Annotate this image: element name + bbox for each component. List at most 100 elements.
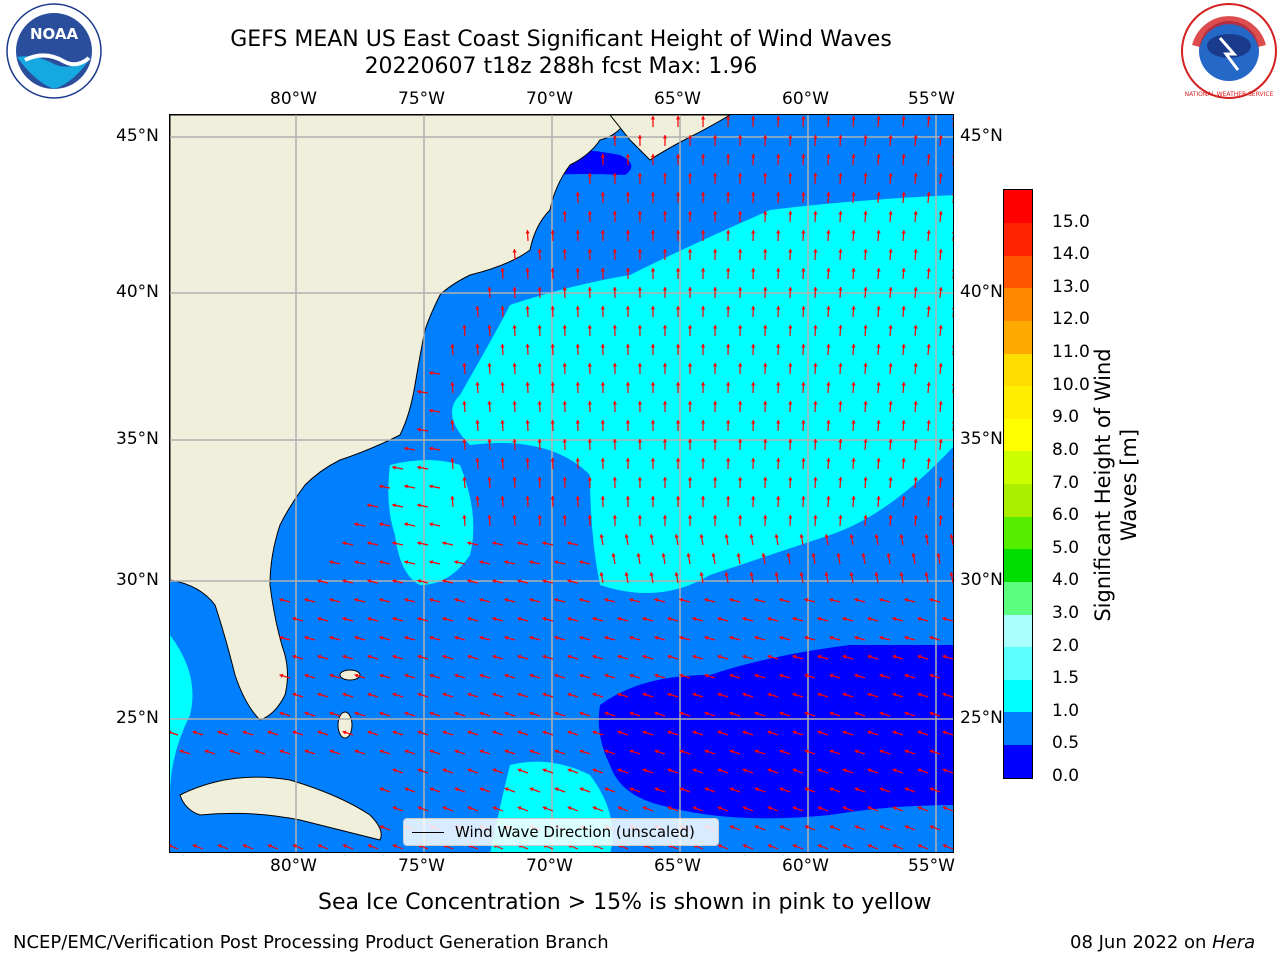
wave-direction-arrowhead xyxy=(529,635,534,640)
wave-direction-arrowhead xyxy=(667,768,672,773)
wave-direction-arrowhead xyxy=(367,844,372,849)
colorbar-segment xyxy=(1004,418,1032,452)
wave-direction-arrowhead xyxy=(429,446,433,451)
wave-direction-arrowhead xyxy=(926,230,931,234)
wave-direction-arrowhead xyxy=(342,541,347,546)
wave-direction-arrowhead xyxy=(901,230,906,234)
wave-direction-arrowhead xyxy=(829,673,834,678)
wave-direction-arrowhead xyxy=(788,173,793,177)
wave-direction-arrowhead xyxy=(479,749,484,754)
wave-direction-arrowhead xyxy=(779,598,784,603)
wave-direction-arrowhead xyxy=(700,116,706,120)
wave-direction-arrowhead xyxy=(404,673,409,678)
wave-direction-arrowhead xyxy=(475,382,480,386)
wave-direction-arrowhead xyxy=(575,458,580,462)
wave-direction-arrowhead xyxy=(938,211,943,215)
wave-direction-arrowhead xyxy=(667,654,672,659)
wave-direction-arrowhead xyxy=(712,135,718,139)
colorbar-tick-label: 2.0 xyxy=(1052,635,1080,656)
wave-direction-arrowhead xyxy=(617,730,622,735)
lon-tick-bottom-80w: 80°W xyxy=(270,856,317,876)
wave-direction-arrowhead xyxy=(392,465,396,470)
wave-direction-arrowhead xyxy=(700,458,706,462)
colorbar-tick-label: 9.0 xyxy=(1052,407,1080,428)
wave-direction-arrowhead xyxy=(479,635,484,640)
wave-direction-arrowhead xyxy=(901,306,906,310)
wave-direction-arrowhead xyxy=(467,768,472,773)
wave-direction-arrowhead xyxy=(379,787,384,792)
wave-direction-arrowhead xyxy=(926,420,931,424)
wave-direction-arrowhead xyxy=(675,268,681,272)
wave-direction-arrowhead xyxy=(899,534,904,538)
wave-direction-arrowhead xyxy=(854,749,859,754)
wave-direction-arrowhead xyxy=(679,635,684,640)
wave-direction-arrowhead xyxy=(392,730,397,735)
wave-direction-arrowhead xyxy=(612,477,617,481)
wave-direction-arrowhead xyxy=(500,344,505,348)
wave-direction-arrowhead xyxy=(179,749,184,754)
wave-direction-arrowhead xyxy=(901,344,906,348)
wave-direction-arrowhead xyxy=(650,344,656,348)
wave-direction-arrowhead xyxy=(876,116,881,120)
wave-direction-arrowhead xyxy=(776,192,781,196)
wave-direction-arrowhead xyxy=(738,249,743,253)
wave-direction-arrowhead xyxy=(512,363,517,367)
wave-direction-arrowhead xyxy=(779,825,784,830)
nws-logo: NATIONAL WEATHER SERVICE xyxy=(1180,2,1278,100)
wave-direction-arrowhead xyxy=(567,806,572,811)
wave-direction-arrowhead xyxy=(492,654,497,659)
wave-direction-arrowhead xyxy=(700,382,706,386)
wave-direction-arrowhead xyxy=(826,268,831,272)
wave-direction-arrowhead xyxy=(829,711,834,716)
wave-direction-arrowhead xyxy=(938,249,943,253)
title-line-2: 20220607 t18z 288h fcst Max: 1.96 xyxy=(364,54,758,79)
wave-direction-arrowhead xyxy=(729,711,734,716)
wave-direction-arrowhead xyxy=(926,458,931,462)
wave-direction-arrow xyxy=(952,310,953,317)
wave-direction-arrowhead xyxy=(579,598,584,603)
wave-direction-arrowhead xyxy=(863,439,868,443)
wave-direction-arrowhead xyxy=(587,173,592,177)
wave-direction-arrowhead xyxy=(317,654,322,659)
wave-direction-arrowhead xyxy=(888,401,893,405)
wave-direction-arrowhead xyxy=(170,844,172,849)
wave-direction-arrowhead xyxy=(487,287,492,291)
wave-direction-arrowhead xyxy=(587,211,592,215)
wave-direction-arrowhead xyxy=(500,268,505,272)
colorbar-tick-label: 1.0 xyxy=(1052,700,1080,721)
wave-direction-arrowhead xyxy=(679,711,684,716)
wave-direction-arrowhead xyxy=(612,287,617,291)
wave-direction-arrowhead xyxy=(442,654,447,659)
wave-direction-arrowhead xyxy=(404,787,409,792)
lat-tick-left-25n: 25°N xyxy=(116,708,159,728)
colorbar-segment xyxy=(1004,255,1032,289)
wave-direction-arrowhead xyxy=(492,692,497,697)
wave-direction-arrowhead xyxy=(562,477,567,481)
wave-direction-arrowhead xyxy=(600,420,605,424)
wave-direction-arrowhead xyxy=(838,173,843,177)
wave-direction-arrowhead xyxy=(876,268,881,272)
wave-direction-arrowhead xyxy=(801,116,806,120)
wave-direction-arrowhead xyxy=(429,635,434,640)
wave-direction-arrowhead xyxy=(417,654,422,659)
wave-direction-arrowhead xyxy=(692,692,697,697)
wave-direction-arrowhead xyxy=(926,496,931,500)
colorbar-segment xyxy=(1004,190,1032,224)
wave-direction-arrowhead xyxy=(674,534,679,538)
wave-direction-arrowhead xyxy=(429,370,433,376)
wave-direction-arrowhead xyxy=(667,616,672,622)
lon-tick-top-80w: 80°W xyxy=(270,89,317,109)
wave-direction-arrowhead xyxy=(554,598,559,603)
wave-direction-arrowhead xyxy=(625,268,631,272)
wave-direction-arrowhead xyxy=(679,787,684,792)
wave-direction-arrowhead xyxy=(776,230,781,234)
wave-direction-arrowhead xyxy=(600,344,605,348)
wave-direction-arrowhead xyxy=(951,155,953,158)
wave-direction-arrowhead xyxy=(804,598,809,603)
wave-direction-arrowhead xyxy=(637,477,643,481)
wave-direction-arrowhead xyxy=(729,635,734,640)
wave-direction-arrowhead xyxy=(700,230,706,234)
wave-direction-arrowhead xyxy=(826,420,831,424)
land-cuba xyxy=(179,776,382,841)
wave-direction-arrowhead xyxy=(637,135,643,139)
